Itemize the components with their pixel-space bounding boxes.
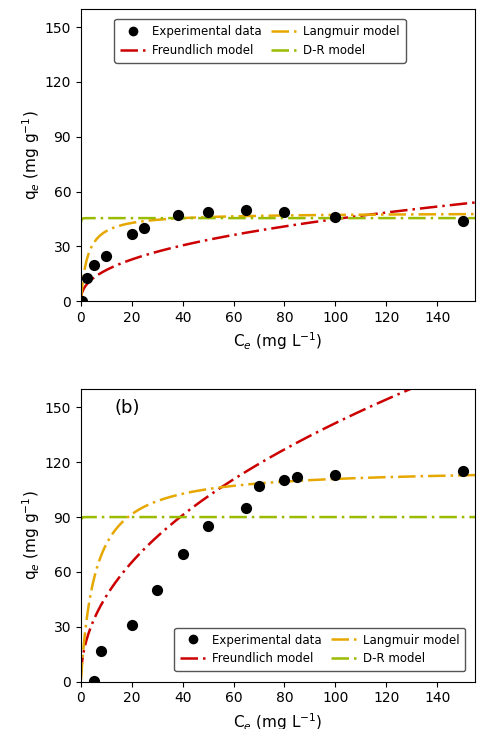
Point [98,644,105,656]
Point [78,295,86,307]
Point [141,222,148,234]
Y-axis label: q$_e$ (mg g$^{-1}$): q$_e$ (mg g$^{-1}$) [20,110,42,200]
Point [243,502,250,514]
Point [173,209,181,221]
Point [179,547,187,559]
Legend: Experimental data, Freundlich model, Langmuir model, D-R model: Experimental data, Freundlich model, Lan… [174,628,466,671]
Point [90,675,98,687]
Point [128,619,136,631]
Point [204,206,212,217]
Point [153,585,161,596]
X-axis label: C$_e$ (mg L$^{-1}$): C$_e$ (mg L$^{-1}$) [233,711,323,729]
X-axis label: C$_e$ (mg L$^{-1}$): C$_e$ (mg L$^{-1}$) [233,330,323,352]
Point [243,204,250,216]
Point [331,469,339,481]
Legend: Experimental data, Freundlich model, Langmuir model, D-R model: Experimental data, Freundlich model, Lan… [114,19,406,63]
Point [280,206,288,217]
Point [293,471,301,483]
Text: (b): (b) [114,399,140,417]
Point [204,521,212,532]
Point [83,272,91,284]
Point [459,466,466,477]
Point [331,211,339,223]
Point [459,215,466,227]
Y-axis label: q$_e$ (mg g$^{-1}$): q$_e$ (mg g$^{-1}$) [20,491,42,580]
Point [102,250,110,262]
Point [90,259,98,270]
Text: (a): (a) [114,19,140,37]
Point [255,480,263,492]
Point [280,475,288,486]
Point [128,228,136,240]
